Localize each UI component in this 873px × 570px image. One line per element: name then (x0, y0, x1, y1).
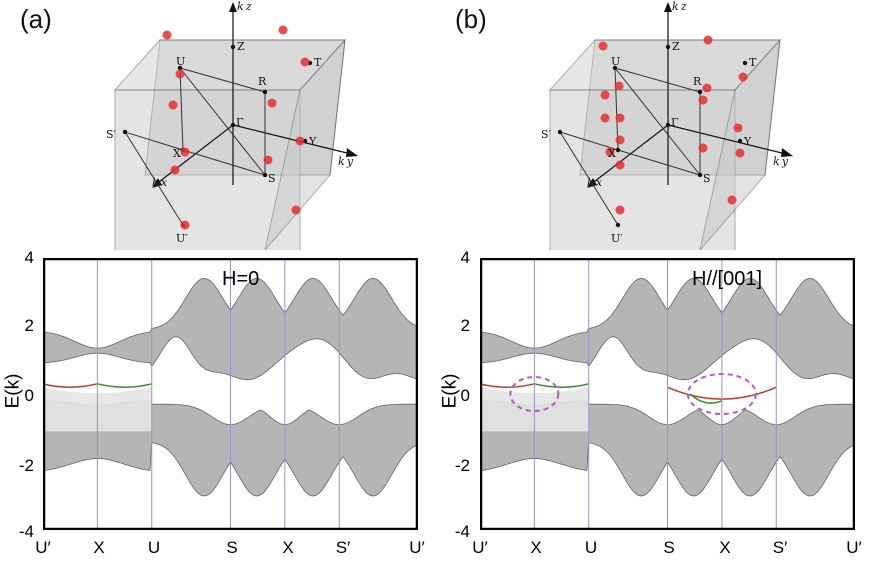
band-plot-a (43, 258, 418, 530)
bz-a-Z: Z (237, 40, 245, 53)
xtick-a-1: X (93, 538, 105, 557)
xtick-b-4: X (719, 538, 731, 557)
arc-green-2 (689, 393, 723, 404)
bz-a-ky: k y (338, 155, 354, 168)
ytick-b-4: -4 (454, 522, 470, 541)
bz-a-Y: Y (308, 135, 317, 148)
bz-b-Up: U′ (611, 232, 623, 245)
bz-b-R: R (693, 75, 702, 88)
ytick-a-3: -2 (18, 456, 34, 475)
xtick-a-2: U (147, 538, 161, 557)
xtick-a-6: U′ (409, 538, 425, 557)
bz-a-Sp: S′ (106, 128, 117, 141)
panel-b-letter: (b) (455, 4, 487, 34)
xtick-a-5: S′ (335, 538, 351, 557)
bz-a-kx: k x (152, 176, 168, 189)
bz-b-Y: Y (743, 135, 752, 148)
ytick-b-3: -2 (454, 456, 470, 475)
ytick-a-2: 0 (24, 386, 34, 405)
ytick-a-1: 2 (24, 316, 34, 335)
bz-a-X: X (173, 147, 181, 160)
bz-a-U: U (176, 55, 185, 68)
bz-b-Gamma: Γ (671, 116, 679, 129)
bz-b-kx: k x (587, 176, 603, 189)
brillouin-zone-a: k z Z T U R Γ Y k y S′ X S k x U′ (106, 0, 358, 250)
xtick-a-0: U′ (35, 538, 51, 557)
bz-b-U: U (611, 55, 620, 68)
brillouin-zone-b: k z Z T U R Γ Y k y S′ X S k x U′ (541, 0, 793, 250)
ytick-b-2: 0 (460, 386, 470, 405)
highlight-circle-1 (509, 376, 560, 412)
bz-b-Sp: S′ (541, 128, 552, 141)
band-plot-b (480, 258, 855, 530)
bz-b-T: T (749, 56, 757, 69)
bz-a-R: R (258, 75, 267, 88)
arc-red-1 (43, 383, 98, 388)
ytick-a-0: 4 (24, 248, 34, 267)
xtick-a-4: X (282, 538, 294, 557)
xtick-b-0: U′ (472, 538, 488, 557)
bz-a-S: S (268, 172, 276, 185)
ytick-a-4: -4 (18, 522, 34, 541)
bz-a-Gamma: Γ (236, 116, 244, 129)
xtick-b-3: S (663, 538, 675, 557)
bz-b-Z: Z (672, 40, 680, 53)
field-label-a: H=0 (222, 268, 260, 290)
arc-green-1 (534, 383, 589, 388)
bz-a-T: T (314, 56, 322, 69)
plot-frame (480, 258, 855, 530)
xtick-a-3: S (226, 538, 238, 557)
xtick-b-5: S′ (772, 538, 788, 557)
panel-a-letter: (a) (20, 4, 52, 34)
xtick-b-2: U (584, 538, 598, 557)
bz-b-kz: k z (672, 0, 687, 13)
bz-a-kz: k z (237, 0, 252, 13)
plot-frame (43, 258, 418, 530)
bz-a-Up: U′ (176, 232, 188, 245)
field-label-b: H//[001] (692, 268, 763, 290)
bz-b-X: X (608, 147, 616, 160)
ytick-b-1: 2 (460, 316, 470, 335)
bz-b-S: S (703, 172, 711, 185)
ytick-b-0: 4 (460, 248, 470, 267)
arc-green-1 (97, 383, 152, 388)
xtick-b-1: X (530, 538, 542, 557)
bz-b-ky: k y (773, 155, 789, 168)
arc-red-1 (480, 383, 535, 388)
xtick-b-6: U′ (846, 538, 862, 557)
